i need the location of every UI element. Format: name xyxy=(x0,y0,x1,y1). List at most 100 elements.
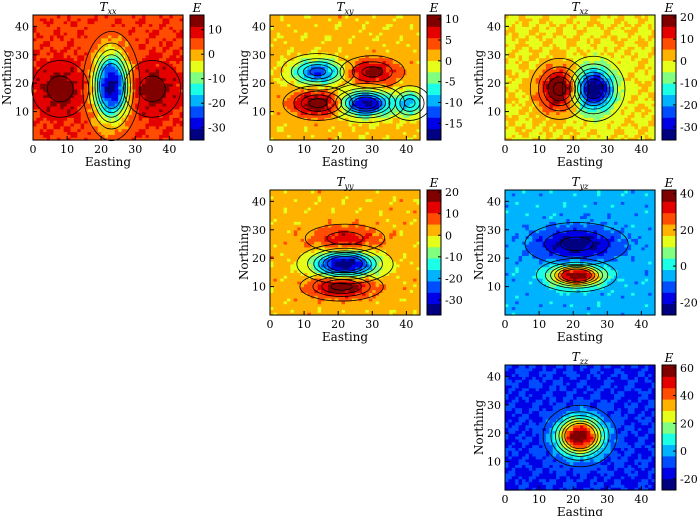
heat-cell xyxy=(135,117,140,121)
heat-cell xyxy=(307,83,312,87)
colorbar-tick-label: 10 xyxy=(208,24,222,37)
heat-cell xyxy=(283,131,288,135)
heat-cell xyxy=(379,29,384,33)
heat-cell xyxy=(348,131,353,135)
heat-cell xyxy=(73,68,78,73)
heat-cell xyxy=(287,94,292,98)
heat-cell xyxy=(338,26,343,30)
heat-cell xyxy=(307,134,312,138)
heat-cell xyxy=(362,120,367,124)
heat-cell xyxy=(108,17,113,22)
heat-cell xyxy=(179,122,184,127)
heat-cell xyxy=(128,71,133,76)
heat-cell xyxy=(56,32,61,36)
heat-cell xyxy=(396,105,401,110)
heat-cell xyxy=(314,49,319,53)
heat-cell xyxy=(276,86,281,90)
heat-cell xyxy=(155,17,160,22)
heat-cell xyxy=(355,49,360,53)
heat-cell xyxy=(270,105,275,110)
heat-cell xyxy=(379,43,384,47)
heat-cell xyxy=(43,40,48,45)
heat-cell xyxy=(287,46,292,50)
heat-cell xyxy=(148,51,153,56)
heat-cell xyxy=(67,105,72,110)
heat-cell xyxy=(77,88,82,93)
heat-cell xyxy=(276,111,281,116)
heat-cell xyxy=(36,29,41,33)
heat-cell xyxy=(138,80,143,84)
heat-cell xyxy=(518,94,523,98)
heat-cell xyxy=(90,86,95,90)
heat-cell xyxy=(297,91,302,96)
heat-cell xyxy=(94,74,99,79)
heat-cell xyxy=(365,71,370,76)
heat-cell xyxy=(138,83,143,87)
heat-cell xyxy=(539,94,544,98)
heat-cell xyxy=(46,40,51,45)
heat-cell xyxy=(399,71,404,76)
heat-cell xyxy=(53,100,58,104)
heat-cell xyxy=(535,105,540,110)
heat-cell xyxy=(327,91,332,96)
heat-cell xyxy=(389,125,394,130)
heat-cell xyxy=(365,57,370,62)
heat-cell xyxy=(60,120,65,124)
heat-cell xyxy=(338,137,343,141)
heat-cell xyxy=(108,122,113,127)
heat-cell xyxy=(416,94,421,98)
heat-cell xyxy=(297,63,302,67)
heat-cell xyxy=(152,122,157,127)
heat-cell xyxy=(290,120,295,124)
heat-cell xyxy=(290,125,295,130)
heat-cell xyxy=(345,117,350,121)
heat-cell xyxy=(90,137,95,141)
heat-cell xyxy=(338,103,343,107)
heat-cell xyxy=(114,137,119,141)
heat-cell xyxy=(56,86,61,90)
heat-cell xyxy=(94,26,99,30)
heat-cell xyxy=(172,117,177,121)
heat-cell xyxy=(77,40,82,45)
heat-cell xyxy=(108,15,113,19)
heat-cell xyxy=(50,86,55,90)
heat-cell xyxy=(73,97,78,101)
heat-cell xyxy=(276,131,281,135)
heat-cell xyxy=(165,120,170,124)
heat-cell xyxy=(341,54,346,59)
heat-cell xyxy=(334,77,339,81)
heat-cell xyxy=(63,80,68,84)
heat-cell xyxy=(327,23,332,27)
heat-cell xyxy=(314,88,319,93)
heat-cell xyxy=(287,128,292,133)
heat-cell xyxy=(142,15,147,19)
heat-cell xyxy=(304,80,309,84)
heat-cell xyxy=(365,29,370,33)
heat-cell xyxy=(406,120,411,124)
heat-cell xyxy=(80,100,85,104)
heat-cell xyxy=(358,105,363,110)
heat-cell xyxy=(138,66,143,70)
heat-cell xyxy=(94,66,99,70)
heat-cell xyxy=(176,105,181,110)
heat-cell xyxy=(290,77,295,81)
heat-cell xyxy=(70,71,75,76)
heat-cell xyxy=(287,103,292,107)
heat-cell xyxy=(39,117,44,121)
heat-cell xyxy=(90,15,95,19)
heat-cell xyxy=(379,26,384,30)
contour-line xyxy=(300,94,335,112)
heat-cell xyxy=(528,100,533,104)
heat-cell xyxy=(145,83,150,87)
heat-cell xyxy=(362,131,367,135)
heat-cell xyxy=(142,74,147,79)
heat-cell xyxy=(125,68,130,73)
heat-cell xyxy=(280,17,285,22)
heat-cell xyxy=(73,46,78,50)
heat-cell xyxy=(63,51,68,56)
colorbar-tick-label: -15 xyxy=(445,117,463,130)
heat-cell xyxy=(304,122,309,127)
heat-cell xyxy=(111,17,116,22)
heat-cell xyxy=(159,54,164,59)
heat-cell xyxy=(310,94,315,98)
